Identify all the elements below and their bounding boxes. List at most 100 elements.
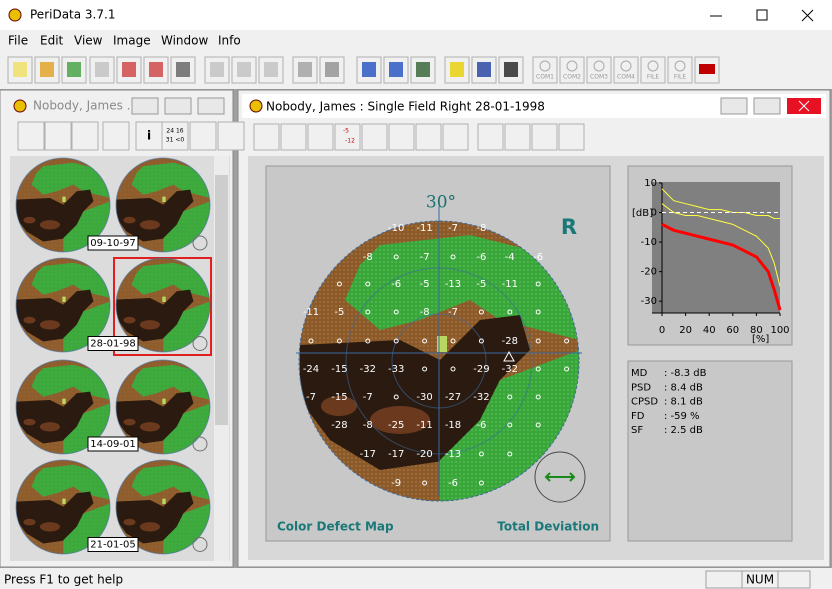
x-axis-label: [%] [752,334,769,345]
toolbar-icon [95,62,109,77]
toolbar-button[interactable] [170,56,196,84]
toolbar-button[interactable] [61,56,87,84]
toolbar-button[interactable] [388,123,415,151]
thumbnail-date: 21-01-05 [90,540,135,551]
thumbnail-ring [15,257,111,353]
toolbar-button[interactable] [471,56,497,84]
field-point [535,281,541,287]
field-point [393,394,399,400]
eye-label: R [561,215,577,239]
field-value: -15 [331,392,347,403]
field-value: -17 [360,449,376,460]
minimize[interactable] [720,97,748,115]
field-value: -8 [363,420,373,431]
toolbar-icon [674,60,686,72]
menu-item[interactable]: Image [113,34,151,48]
field-value: -7 [448,307,458,318]
field-point [507,422,513,428]
toolbar-button[interactable] [361,123,388,151]
field-point [450,338,456,344]
field-value: -11 [303,307,319,318]
toolbar-button[interactable] [102,121,130,151]
toolbar-button[interactable] [334,123,361,151]
toolbar-label: FILE [647,74,660,81]
field-point [507,309,513,315]
close[interactable] [197,97,225,115]
field-point [507,451,513,457]
toolbar-icon [647,60,659,72]
stat-value: : -59 % [664,411,700,422]
field-point [564,338,570,344]
toolbar-label: 31 <0 [166,137,185,144]
date-box [87,235,139,251]
menu-item[interactable]: File [8,34,28,48]
toolbar-button[interactable] [189,121,217,151]
toolbar-button[interactable] [17,121,45,151]
menu-item[interactable]: View [74,34,103,48]
toolbar-button[interactable] [415,123,442,151]
stat-value: : 8.4 dB [664,382,703,393]
stat-label: MD [631,368,648,379]
toolbar-button[interactable] [442,123,469,151]
y-tick-label: -20 [641,267,657,278]
field-point [535,394,541,400]
field-value: -13 [445,279,461,290]
field-value: -28 [331,420,347,431]
field-value: -15 [331,364,347,375]
fixation-arrow [544,472,576,482]
toolbar-button[interactable] [253,123,280,151]
field-value: -6 [476,420,486,431]
field-value: -6 [476,252,486,263]
toolbar-label: COM2 [563,74,581,81]
scroll-thumb[interactable] [215,175,228,425]
toolbar-button[interactable] [307,123,334,151]
fixation-icon [192,436,208,452]
toolbar-button[interactable] [504,123,531,151]
close[interactable] [801,9,814,22]
curve [661,188,780,219]
field-point [365,281,371,287]
minimize[interactable] [131,97,159,115]
field-value: -7 [448,223,458,234]
thumbnail-ring [15,359,111,455]
window-title: Nobody, James : Single Field Right 28-01… [266,100,545,114]
date-box [87,336,139,351]
app-icon [8,8,22,22]
thumbnail-ring [15,459,111,555]
toolbar-label: COM3 [590,74,608,81]
toolbar-icon [539,60,551,72]
toolbar-button[interactable] [531,123,558,151]
field-value: -33 [388,364,404,375]
toolbar-button[interactable] [44,121,72,151]
field-value: -5 [476,279,486,290]
y-tick-label: -30 [641,296,657,307]
toolbar-button[interactable] [71,121,99,151]
toolbar-button[interactable] [667,56,693,84]
menu-item[interactable]: Edit [40,34,64,48]
field-point [422,338,428,344]
menu-item[interactable]: Window [161,34,209,48]
thumbnail-date: 09-10-97 [90,238,135,249]
toolbar-button[interactable] [477,123,504,151]
toolbar-label: -5 [343,128,349,135]
maximize[interactable] [756,9,768,21]
stat-label: FD [631,411,645,422]
field-value: -11 [502,279,518,290]
toolbar-label: 24 16 [166,128,183,135]
field-point [450,366,456,372]
toolbar-icon [237,62,251,77]
field-value: -5 [334,307,344,318]
toolbar-button[interactable] [558,123,585,151]
maximize[interactable] [164,97,192,115]
toolbar-button[interactable] [532,56,558,84]
thumbnail-date: 28-01-98 [90,339,135,350]
toolbar-button[interactable] [161,121,189,151]
toolbar-button[interactable] [280,123,307,151]
field-point [478,451,484,457]
toolbar-button[interactable] [217,121,245,151]
fixation-icon[interactable] [534,451,586,503]
toolbar-icon [389,62,403,77]
maximize[interactable] [753,97,781,115]
menu-item[interactable]: Info [218,34,241,48]
